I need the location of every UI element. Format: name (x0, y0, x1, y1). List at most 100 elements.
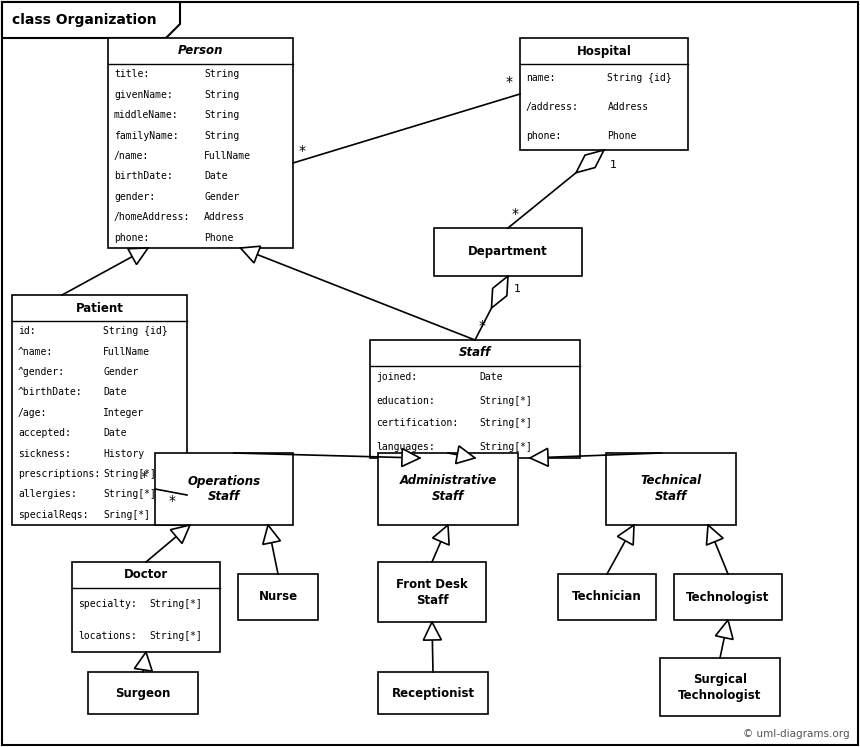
Polygon shape (576, 150, 604, 173)
Text: Staff: Staff (654, 491, 687, 503)
Text: String[*]: String[*] (149, 599, 202, 609)
Bar (434, 228, 582, 276)
Text: specialReqs:: specialReqs: (18, 509, 89, 520)
Polygon shape (433, 525, 449, 545)
Bar (606, 453, 736, 525)
Text: givenName:: givenName: (114, 90, 173, 99)
Text: Staff: Staff (208, 491, 240, 503)
Text: Hospital: Hospital (576, 45, 631, 58)
Text: String[*]: String[*] (479, 441, 532, 451)
Polygon shape (402, 448, 420, 467)
Text: 1: 1 (514, 284, 521, 294)
Text: joined:: joined: (376, 373, 417, 382)
Text: phone:: phone: (114, 233, 150, 243)
Polygon shape (423, 622, 441, 640)
Bar (370, 340, 580, 458)
Bar (378, 562, 486, 622)
Text: prescriptions:: prescriptions: (18, 469, 101, 479)
Text: Doctor: Doctor (124, 568, 168, 581)
Polygon shape (263, 525, 280, 545)
Text: /address:: /address: (526, 102, 579, 112)
Polygon shape (170, 525, 190, 544)
Text: Date: Date (103, 388, 126, 397)
Text: gender:: gender: (114, 192, 155, 202)
Text: Date: Date (103, 428, 126, 438)
Text: *: * (479, 319, 486, 333)
Text: /name:: /name: (114, 151, 150, 161)
Text: Person: Person (178, 45, 224, 58)
Text: accepted:: accepted: (18, 428, 71, 438)
Text: Staff: Staff (432, 491, 464, 503)
Text: Date: Date (479, 373, 503, 382)
Text: String[*]: String[*] (479, 418, 532, 429)
Bar (378, 672, 488, 714)
Text: 1: 1 (610, 160, 617, 170)
Text: Staff: Staff (415, 594, 448, 607)
Text: String: String (204, 69, 239, 79)
Text: Technologist: Technologist (686, 590, 770, 604)
Text: phone:: phone: (526, 131, 562, 140)
Bar (674, 574, 782, 620)
Text: String: String (204, 110, 239, 120)
Polygon shape (706, 525, 723, 545)
Text: sickness:: sickness: (18, 449, 71, 459)
Text: String {id}: String {id} (103, 326, 168, 336)
Text: History: History (103, 449, 144, 459)
Text: Gender: Gender (204, 192, 239, 202)
Text: Address: Address (607, 102, 648, 112)
Text: Surgical: Surgical (693, 672, 747, 686)
Text: /age:: /age: (18, 408, 47, 418)
Text: /homeAddress:: /homeAddress: (114, 212, 190, 223)
Text: Front Desk: Front Desk (396, 577, 468, 590)
Bar (520, 38, 688, 150)
Text: languages:: languages: (376, 441, 435, 451)
Text: String: String (204, 90, 239, 99)
Text: middleName:: middleName: (114, 110, 179, 120)
Bar (12, 295, 187, 525)
Text: String {id}: String {id} (607, 73, 672, 84)
Text: specialty:: specialty: (78, 599, 137, 609)
Text: name:: name: (526, 73, 556, 84)
Text: Integer: Integer (103, 408, 144, 418)
Polygon shape (2, 2, 180, 38)
Bar (155, 453, 293, 525)
Text: Operations: Operations (187, 474, 261, 488)
Text: Sring[*]: Sring[*] (103, 509, 150, 520)
Polygon shape (492, 276, 508, 308)
Text: String: String (204, 131, 239, 140)
Text: Department: Department (468, 246, 548, 258)
Text: Technologist: Technologist (679, 689, 762, 701)
Text: education:: education: (376, 395, 435, 406)
Text: String[*]: String[*] (103, 489, 156, 500)
Text: Technician: Technician (572, 590, 642, 604)
Text: Phone: Phone (607, 131, 636, 140)
Text: String[*]: String[*] (149, 631, 202, 641)
Text: Gender: Gender (103, 367, 138, 377)
Text: *: * (141, 470, 148, 484)
Text: Technical: Technical (641, 474, 702, 488)
Text: © uml-diagrams.org: © uml-diagrams.org (743, 729, 850, 739)
Text: title:: title: (114, 69, 150, 79)
Text: Date: Date (204, 172, 228, 182)
Polygon shape (241, 247, 261, 263)
Text: String[*]: String[*] (479, 395, 532, 406)
Bar (72, 562, 220, 652)
Text: Administrative: Administrative (399, 474, 496, 488)
Bar (238, 574, 318, 620)
Bar (660, 658, 780, 716)
Text: allergies:: allergies: (18, 489, 77, 500)
Text: FullName: FullName (204, 151, 251, 161)
Text: *: * (506, 75, 513, 89)
Bar (88, 672, 198, 714)
Text: class Organization: class Organization (12, 13, 157, 27)
Polygon shape (716, 620, 733, 639)
Text: ^name:: ^name: (18, 347, 53, 356)
Text: Receptionist: Receptionist (391, 686, 475, 699)
Polygon shape (617, 525, 634, 545)
Bar (558, 574, 656, 620)
Text: String[*]: String[*] (103, 469, 156, 479)
Text: *: * (169, 494, 176, 508)
Text: Nurse: Nurse (259, 590, 298, 604)
Text: *: * (299, 144, 306, 158)
Text: Staff: Staff (459, 347, 491, 359)
